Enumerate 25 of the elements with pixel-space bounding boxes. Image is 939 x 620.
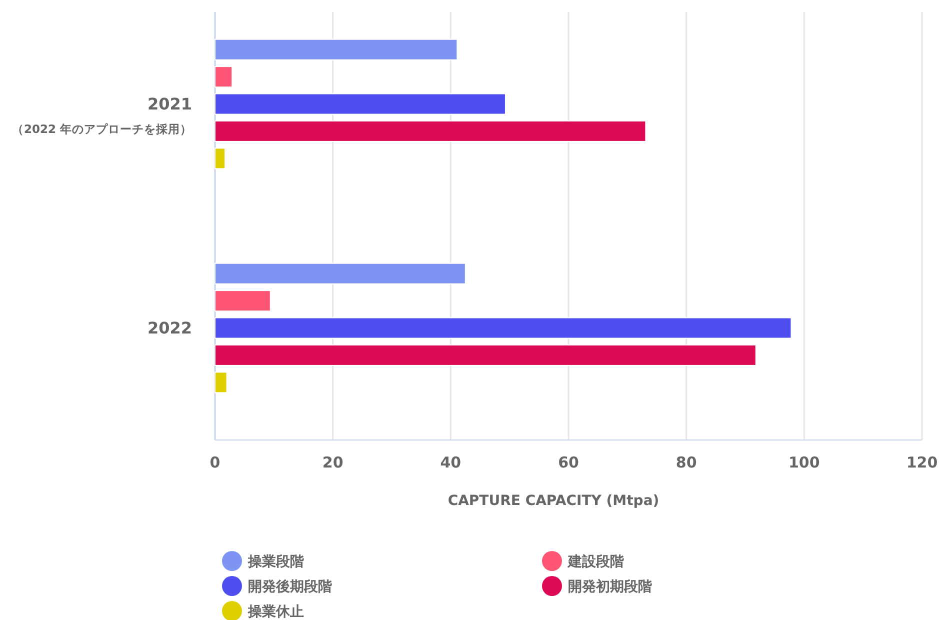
bar xyxy=(214,290,271,312)
legend-label: 開発初期段階 xyxy=(568,578,653,595)
bar xyxy=(214,262,466,284)
x-tick-label: 60 xyxy=(558,453,579,472)
x-axis-title: CAPTURE CAPACITY (Mtpa) xyxy=(448,492,660,509)
bar xyxy=(214,344,756,366)
bar xyxy=(214,93,506,115)
legend-label: 開発後期段階 xyxy=(248,578,333,595)
bar xyxy=(214,317,792,339)
x-tick-label: 40 xyxy=(440,453,462,472)
bar xyxy=(214,120,646,142)
bar xyxy=(214,38,458,60)
bar xyxy=(214,372,228,394)
bar xyxy=(214,66,233,88)
x-tick-label: 120 xyxy=(906,453,938,472)
legend-label: 建設段階 xyxy=(567,554,625,570)
x-tick-label: 0 xyxy=(210,453,220,472)
legend-label: 操業休止 xyxy=(247,604,304,620)
legend-label: 操業段階 xyxy=(247,554,305,570)
x-tick-label: 80 xyxy=(676,453,697,472)
y-tick-label: 2021 （2022 年のアプローチを採用） xyxy=(12,94,192,136)
x-tick-label: 100 xyxy=(788,453,820,472)
bar xyxy=(214,148,226,170)
x-tick-label: 20 xyxy=(322,453,344,472)
y-tick-label: 2022 xyxy=(147,318,192,338)
